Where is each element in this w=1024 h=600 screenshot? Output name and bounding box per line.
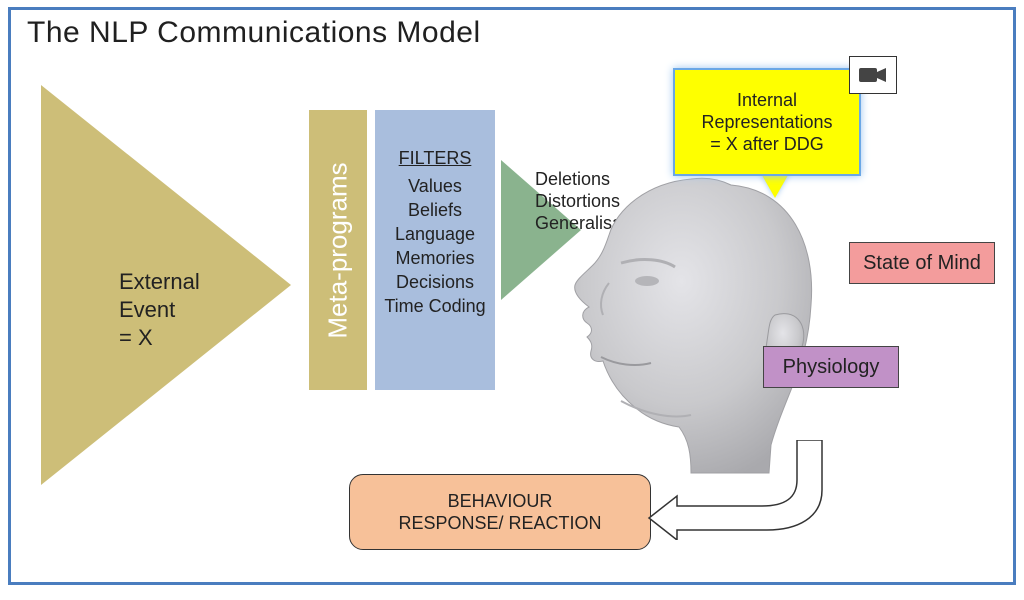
filters-item: Decisions (396, 272, 474, 292)
filters-item: Language (395, 224, 475, 244)
filters-item: Beliefs (408, 200, 462, 220)
physiology-box: Physiology (763, 346, 899, 388)
internal-representations-callout: Internal Representations = X after DDG (673, 68, 861, 176)
behaviour-line2: RESPONSE/ REACTION (398, 512, 601, 534)
meta-programs-bar: Meta-programs (309, 110, 367, 390)
filters-item: Values (408, 176, 462, 196)
meta-programs-label: Meta-programs (323, 162, 354, 338)
behaviour-line1: BEHAVIOUR (448, 490, 553, 512)
flow-arrow (647, 440, 837, 540)
head-figure (551, 165, 821, 475)
diagram-frame: The NLP Communications Model External Ev… (8, 7, 1016, 585)
diagram-title: The NLP Communications Model (27, 16, 481, 50)
filters-item: Time Coding (384, 296, 485, 316)
filters-item: Memories (395, 248, 474, 268)
external-event-label: External Event = X (119, 268, 200, 352)
filters-box: FILTERS Values Beliefs Language Memories… (375, 110, 495, 390)
behaviour-box: BEHAVIOUR RESPONSE/ REACTION (349, 474, 651, 550)
video-camera-icon (849, 56, 897, 94)
filters-heading: FILTERS (375, 146, 495, 170)
state-of-mind-box: State of Mind (849, 242, 995, 284)
